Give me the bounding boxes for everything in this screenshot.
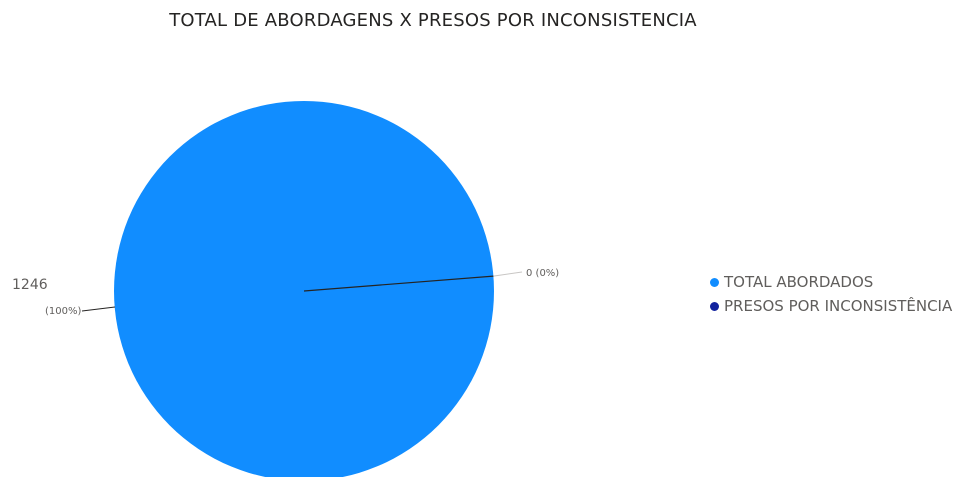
pie-slices: [114, 101, 494, 477]
legend-marker-icon: [710, 301, 719, 311]
legend: TOTAL ABORDADOS PRESOS POR INCONSISTÊNCI…: [710, 270, 952, 318]
chart-title: TOTAL DE ABORDAGENS X PRESOS POR INCONSI…: [169, 10, 697, 31]
slice-label-value-total-abordados: 1246: [12, 277, 48, 293]
legend-item-total-abordados[interactable]: TOTAL ABORDADOS: [710, 270, 952, 294]
leader-lines: [81, 271, 523, 312]
slice-boundary-line: [303, 275, 494, 292]
pie-slice-0[interactable]: [114, 101, 494, 477]
leader-line-presos: [493, 271, 523, 277]
slice-label-presos: 0 (0%): [526, 268, 559, 279]
leader-line-total-abordados: [81, 306, 116, 312]
legend-item-presos-por-inconsistencia[interactable]: PRESOS POR INCONSISTÊNCIA: [710, 294, 952, 318]
legend-label: TOTAL ABORDADOS: [724, 273, 874, 291]
legend-marker-icon: [710, 277, 719, 287]
legend-label: PRESOS POR INCONSISTÊNCIA: [724, 297, 953, 315]
data-labels: 1246 (100%) 0 (0%): [12, 268, 559, 317]
slice-label-percent-total-abordados: (100%): [45, 306, 81, 317]
